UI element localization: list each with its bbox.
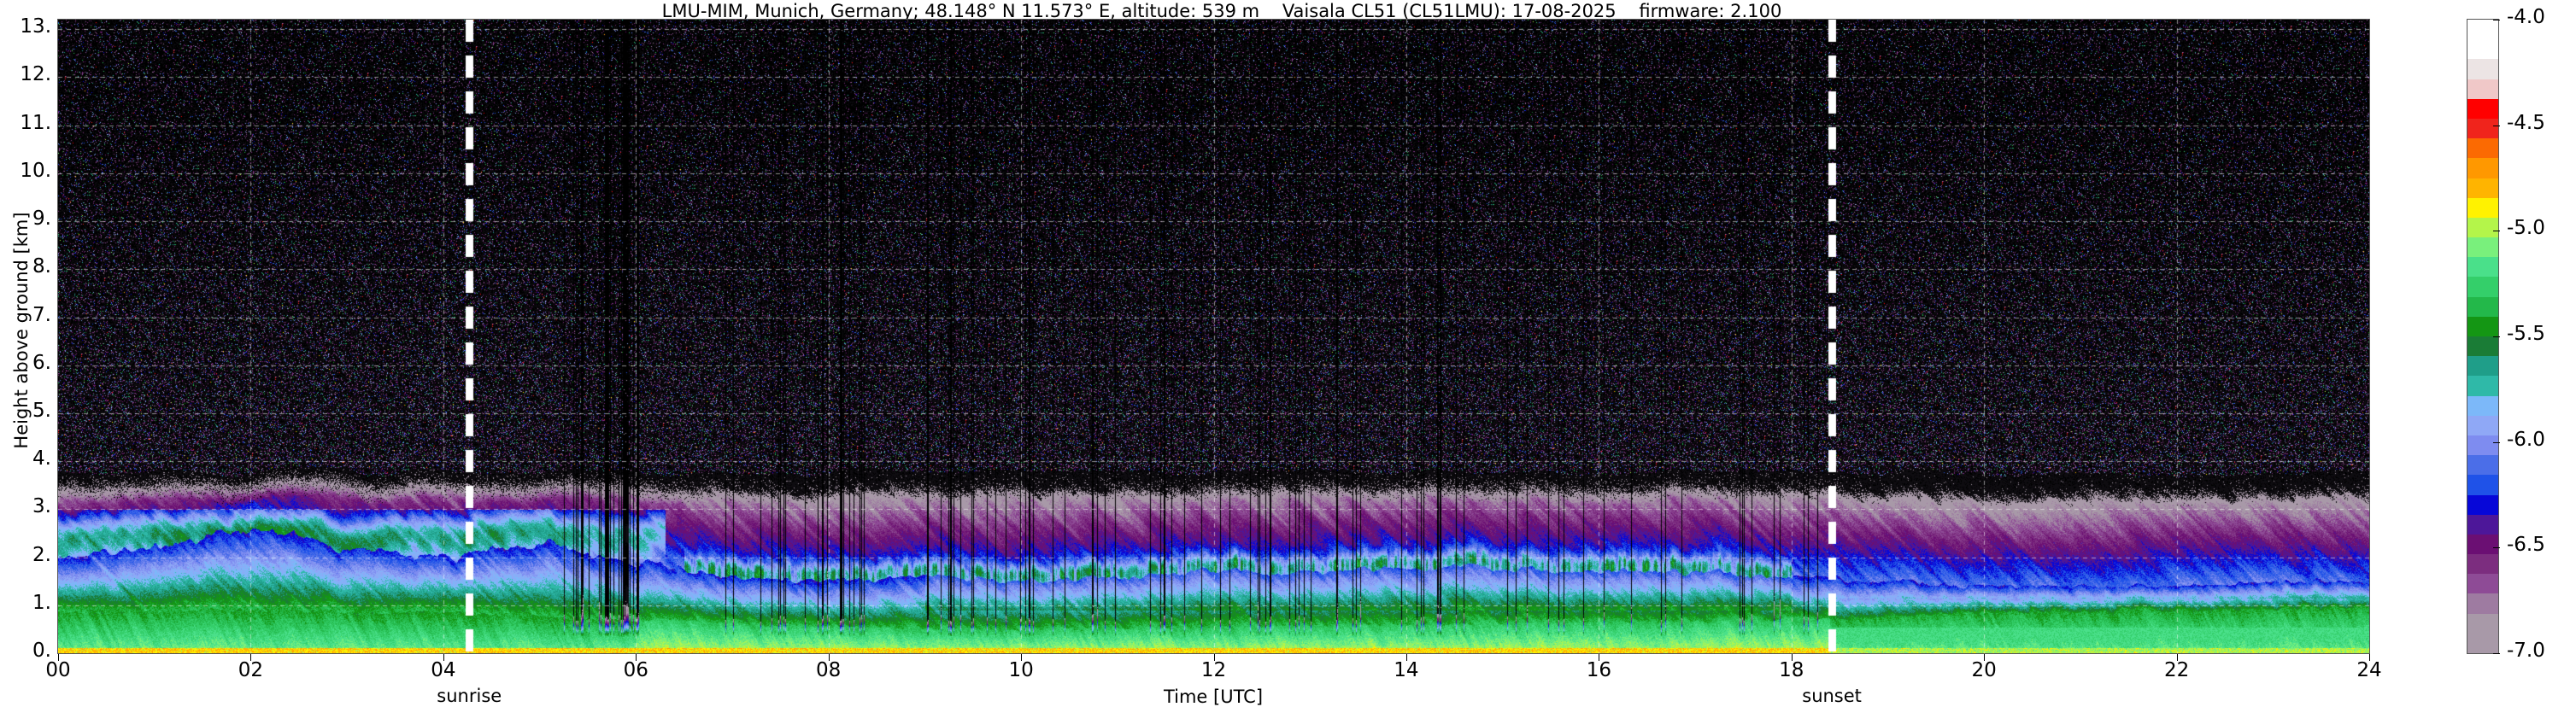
x-tick-mark bbox=[443, 654, 444, 661]
colorbar-band bbox=[2467, 59, 2498, 79]
x-tick-label: 02 bbox=[238, 659, 264, 681]
colorbar-band bbox=[2467, 138, 2498, 159]
colorbar-band bbox=[2467, 277, 2498, 297]
colorbar-tick-mark bbox=[2493, 336, 2500, 337]
x-tick-label: 12 bbox=[1200, 659, 1227, 681]
colorbar-band bbox=[2467, 534, 2498, 555]
x-tick-mark bbox=[1984, 654, 1986, 661]
colorbar-band bbox=[2467, 574, 2498, 594]
colorbar-band bbox=[2467, 494, 2498, 515]
x-tick-label: 20 bbox=[1971, 659, 1997, 681]
colorbar-tick-label: -6.0 bbox=[2507, 428, 2545, 451]
y-tick-label: 0. bbox=[32, 640, 51, 662]
colorbar-tick-label: -5.0 bbox=[2507, 217, 2545, 240]
colorbar-band bbox=[2467, 217, 2498, 238]
colorbar-band bbox=[2467, 455, 2498, 476]
x-tick-mark bbox=[1021, 654, 1023, 661]
colorbar-band bbox=[2467, 178, 2498, 198]
sun-event-sunrise: sunrise bbox=[437, 686, 502, 706]
colorbar-tick-label: -7.0 bbox=[2507, 640, 2545, 662]
colorbar-band bbox=[2467, 98, 2498, 119]
colorbar-band bbox=[2467, 316, 2498, 336]
x-tick-label: 24 bbox=[2356, 659, 2382, 681]
x-tick-label: 18 bbox=[1779, 659, 1804, 681]
colorbar-band bbox=[2467, 20, 2498, 40]
colorbar-band bbox=[2467, 296, 2498, 317]
colorbar-band bbox=[2467, 257, 2498, 278]
colorbar-tick-mark bbox=[2493, 441, 2500, 443]
colorbar-band bbox=[2467, 118, 2498, 139]
x-tick-mark bbox=[2369, 654, 2370, 661]
colorbar-band bbox=[2467, 356, 2498, 377]
x-tick-mark bbox=[2176, 654, 2178, 661]
y-tick-label: 7. bbox=[32, 303, 51, 326]
x-tick-mark bbox=[1213, 654, 1215, 661]
sun-event-sunset: sunset bbox=[1802, 686, 1862, 706]
backscatter-heatmap bbox=[58, 20, 2369, 653]
colorbar-band bbox=[2467, 613, 2498, 634]
colorbar-band bbox=[2467, 158, 2498, 178]
y-tick-label: 9. bbox=[32, 207, 51, 231]
colorbar-tick-mark bbox=[2493, 653, 2500, 654]
colorbar-band bbox=[2467, 237, 2498, 258]
y-tick-label: 11. bbox=[20, 111, 51, 134]
colorbar-band bbox=[2467, 395, 2498, 416]
x-tick-mark bbox=[636, 654, 637, 661]
backscatter-plot-area bbox=[57, 19, 2370, 654]
colorbar-band bbox=[2467, 197, 2498, 218]
colorbar-tick-label: -4.0 bbox=[2507, 6, 2545, 28]
x-tick-mark bbox=[250, 654, 252, 661]
colorbar-band bbox=[2467, 514, 2498, 535]
figure-title: LMU-MIM, Munich, Germany; 48.148° N 11.5… bbox=[661, 1, 1782, 21]
y-tick-label: 2. bbox=[32, 543, 51, 566]
colorbar-band bbox=[2467, 376, 2498, 396]
y-tick-label: 5. bbox=[32, 399, 51, 422]
x-tick-mark bbox=[1405, 654, 1407, 661]
x-tick-label: 00 bbox=[45, 659, 71, 681]
x-tick-label: 14 bbox=[1394, 659, 1419, 681]
colorbar-band bbox=[2467, 79, 2498, 99]
x-tick-label: 16 bbox=[1586, 659, 1611, 681]
colorbar-band bbox=[2467, 336, 2498, 357]
colorbar-band bbox=[2467, 554, 2498, 575]
y-tick-label: 3. bbox=[32, 495, 51, 518]
y-tick-label: 12. bbox=[20, 63, 51, 86]
y-tick-label: 1. bbox=[32, 591, 51, 614]
y-tick-label: 10. bbox=[20, 159, 51, 182]
x-tick-label: 08 bbox=[816, 659, 842, 681]
colorbar-band bbox=[2467, 633, 2498, 653]
x-tick-label: 10 bbox=[1008, 659, 1034, 681]
colorbar-band bbox=[2467, 39, 2498, 60]
colorbar-band bbox=[2467, 415, 2498, 435]
x-tick-label: 06 bbox=[623, 659, 648, 681]
x-tick-mark bbox=[58, 654, 59, 661]
colorbar-band bbox=[2467, 593, 2498, 614]
colorbar-tick-mark bbox=[2493, 547, 2500, 549]
colorbar bbox=[2467, 19, 2499, 654]
colorbar-tick-label: -5.5 bbox=[2507, 323, 2545, 345]
colorbar-tick-label: -4.5 bbox=[2507, 111, 2545, 134]
colorbar-tick-label: -6.5 bbox=[2507, 534, 2545, 557]
x-tick-label: 04 bbox=[431, 659, 456, 681]
x-axis-label: Time [UTC] bbox=[1163, 687, 1264, 707]
x-tick-label: 22 bbox=[2163, 659, 2190, 681]
y-tick-label: 8. bbox=[32, 255, 51, 278]
x-tick-mark bbox=[1791, 654, 1793, 661]
colorbar-band bbox=[2467, 435, 2498, 456]
colorbar-band bbox=[2467, 475, 2498, 495]
y-tick-label: 6. bbox=[32, 351, 51, 374]
y-tick-label: 4. bbox=[32, 447, 51, 470]
y-tick-label: 13. bbox=[20, 15, 51, 38]
x-tick-mark bbox=[828, 654, 830, 661]
